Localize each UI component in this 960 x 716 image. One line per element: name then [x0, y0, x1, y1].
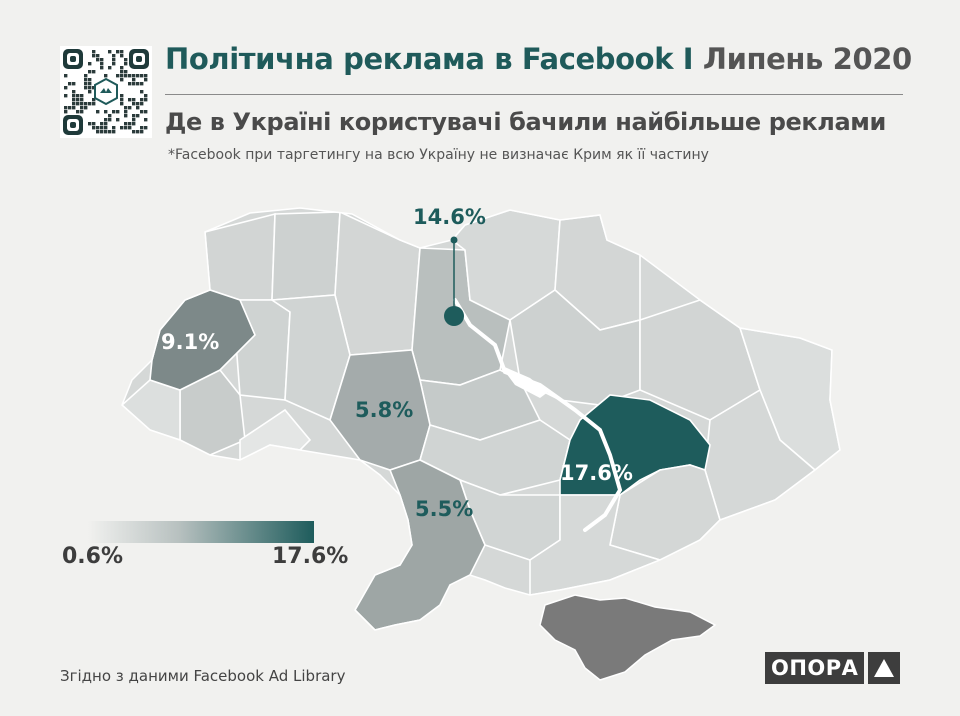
title-main: Політична реклама в Facebook — [165, 42, 674, 76]
logo-mark — [868, 652, 901, 684]
region-zhytomyr — [334, 210, 421, 356]
river-dnipro — [453, 298, 623, 532]
river-dnipro-reservoir — [500, 365, 548, 398]
page-title: Політична реклама в Facebook I Липень 20… — [165, 42, 912, 76]
kyiv-city-marker — [444, 306, 464, 326]
kyiv-leader-dot — [450, 236, 458, 244]
legend-gradient — [88, 521, 314, 543]
opora-logo: ОПОРА — [765, 652, 901, 684]
qr-code-icon — [60, 46, 152, 138]
page-subtitle: Де в Україні користувачі бачили найбільш… — [165, 108, 886, 136]
qr-code — [60, 46, 152, 138]
label-kyiv: 14.6% — [413, 205, 486, 229]
legend-min-label: 0.6% — [62, 544, 124, 569]
title-separator: I — [682, 42, 694, 76]
region-crimea — [539, 594, 717, 681]
logo-text: ОПОРА — [765, 652, 865, 684]
label-vinnytsia: 5.8% — [355, 398, 414, 422]
label-lviv: 9.1% — [161, 330, 220, 354]
legend-max-label: 17.6% — [272, 544, 349, 569]
title-divider — [165, 94, 903, 95]
footnote: *Facebook при таргетингу на всю Україну … — [168, 147, 709, 163]
region-rivne — [271, 211, 341, 301]
triangle-icon — [874, 659, 895, 677]
source-note: Згідно з даними Facebook Ad Library — [60, 667, 346, 685]
label-odesa: 5.5% — [415, 497, 474, 521]
title-date: Липень 2020 — [702, 42, 912, 76]
label-dnipropetrovsk: 17.6% — [560, 461, 633, 485]
